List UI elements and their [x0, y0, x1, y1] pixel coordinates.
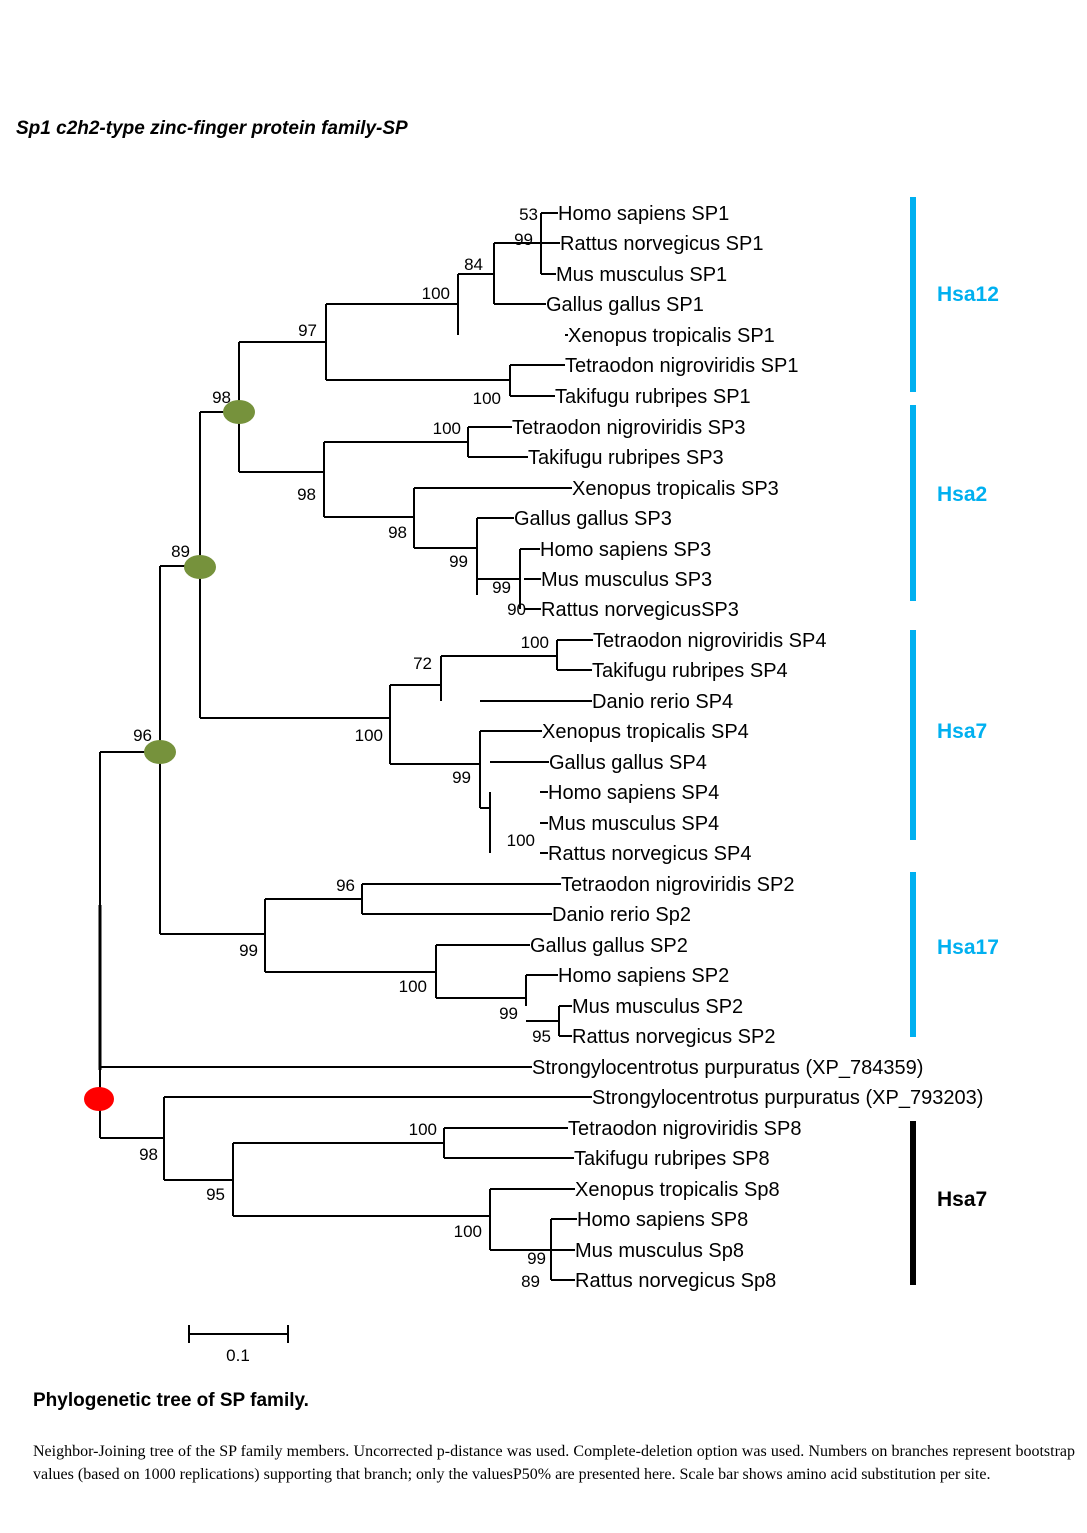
leaf-label: Mus musculus SP1 — [556, 264, 727, 286]
leaf-label: Strongylocentrotus purpuratus (XP_784359… — [532, 1057, 923, 1079]
caption-title: Phylogenetic tree of SP family. — [33, 1390, 309, 1411]
leaf-label: Gallus gallus SP3 — [514, 508, 672, 530]
bootstrap-value: 100 — [409, 1120, 437, 1139]
tree-branches — [98, 212, 593, 1281]
leaf-label: Homo sapiens SP4 — [548, 782, 719, 804]
leaf-label: Homo sapiens SP2 — [558, 965, 729, 987]
bootstrap-value: 89 — [521, 1272, 540, 1291]
group-label: Hsa2 — [937, 483, 987, 506]
leaf-label: Mus musculus Sp8 — [575, 1240, 744, 1262]
bootstrap-value: 98 — [139, 1145, 158, 1164]
leaf-labels: Homo sapiens SP1 Rattus norvegicus SP1 Mus… — [512, 203, 983, 1292]
leaf-label: Gallus gallus SP2 — [530, 935, 688, 957]
root-node-marker — [84, 1087, 114, 1111]
leaf-label: Mus musculus SP4 — [548, 813, 719, 835]
leaf-label: Gallus gallus SP1 — [546, 294, 704, 316]
bootstrap-value: 98 — [388, 523, 407, 542]
bootstrap-value: 90 — [507, 600, 526, 619]
bootstrap-value: 100 — [521, 633, 549, 652]
bootstrap-labels: 53 99 84 100 97 100 98 100 98 98 99 99 90 89 100 72 100 9… — [133, 205, 551, 1291]
leaf-label: Strongylocentrotus purpuratus (XP_793203… — [592, 1087, 983, 1109]
leaf-label: Homo sapiens SP3 — [540, 539, 711, 561]
phylogenetic-tree: Homo sapiens SP1 Rattus norvegicus SP1 Mus… — [84, 197, 999, 1365]
bootstrap-value: 96 — [133, 726, 152, 745]
bootstrap-value: 99 — [527, 1249, 546, 1268]
leaf-label: Tetraodon nigroviridis SP2 — [561, 874, 794, 896]
duplication-node-marker — [144, 740, 176, 764]
leaf-label: Rattus norvegicus SP4 — [548, 843, 751, 865]
leaf-label: Xenopus tropicalis SP3 — [572, 478, 779, 500]
bootstrap-value: 53 — [519, 205, 538, 224]
bootstrap-value: 96 — [336, 876, 355, 895]
leaf-label: Takifugu rubripes SP1 — [555, 386, 751, 408]
bootstrap-value: 72 — [413, 654, 432, 673]
leaf-label: Rattus norvegicus SP1 — [560, 233, 763, 255]
bootstrap-value: 89 — [171, 542, 190, 561]
caption-text: Neighbor-Joining tree of the SP family m… — [33, 1443, 1075, 1483]
bootstrap-value: 99 — [239, 941, 258, 960]
leaf-label: Takifugu rubripes SP8 — [574, 1148, 770, 1170]
group-label: Hsa7 — [937, 1188, 987, 1211]
group-label: Hsa17 — [937, 936, 999, 959]
bootstrap-value: 97 — [298, 321, 317, 340]
leaf-label: Rattus norvegicusSP3 — [541, 599, 739, 621]
bootstrap-value: 99 — [452, 768, 471, 787]
bootstrap-value: 99 — [449, 552, 468, 571]
node-markers — [84, 400, 255, 1111]
leaf-label: Rattus norvegicus Sp8 — [575, 1270, 776, 1292]
scale-bar: 0.1 — [188, 1325, 289, 1365]
chromosome-groups: Hsa12 Hsa2 Hsa7 Hsa17 Hsa7 — [910, 197, 999, 1285]
figure-title: Sp1 c2h2-type zinc-finger protein family… — [16, 118, 408, 139]
leaf-label: Tetraodon nigroviridis SP8 — [568, 1118, 801, 1140]
leaf-label: Xenopus tropicalis SP1 — [568, 325, 775, 347]
leaf-label: Mus musculus SP2 — [572, 996, 743, 1018]
leaf-label: Mus musculus SP3 — [541, 569, 712, 591]
bootstrap-value: 100 — [355, 726, 383, 745]
bootstrap-value: 100 — [473, 389, 501, 408]
group-label: Hsa12 — [937, 283, 999, 306]
leaf-label: Rattus norvegicus SP2 — [572, 1026, 775, 1048]
bootstrap-value: 100 — [507, 831, 535, 850]
leaf-label: Takifugu rubripes SP4 — [592, 660, 788, 682]
bootstrap-value: 100 — [454, 1222, 482, 1241]
leaf-label: Homo sapiens SP1 — [558, 203, 729, 225]
leaf-label: Homo sapiens SP8 — [577, 1209, 748, 1231]
leaf-label: Tetraodon nigroviridis SP4 — [593, 630, 826, 652]
bootstrap-value: 98 — [297, 485, 316, 504]
leaf-label: Xenopus tropicalis Sp8 — [575, 1179, 780, 1201]
scale-bar-label: 0.1 — [226, 1346, 250, 1365]
leaf-label: Danio rerio Sp2 — [552, 904, 691, 926]
leaf-label: Tetraodon nigroviridis SP1 — [565, 355, 798, 377]
bootstrap-value: 95 — [206, 1185, 225, 1204]
leaf-label: Gallus gallus SP4 — [549, 752, 707, 774]
duplication-node-marker — [184, 555, 216, 579]
leaf-label: Tetraodon nigroviridis SP3 — [512, 417, 745, 439]
group-label: Hsa7 — [937, 720, 987, 743]
leaf-label: Danio rerio SP4 — [592, 691, 733, 713]
bootstrap-value: 100 — [422, 284, 450, 303]
bootstrap-value: 100 — [399, 977, 427, 996]
leaf-label: Xenopus tropicalis SP4 — [542, 721, 749, 743]
bootstrap-value: 98 — [212, 388, 231, 407]
bootstrap-value: 99 — [492, 578, 511, 597]
bootstrap-value: 84 — [464, 255, 483, 274]
leaf-label: Takifugu rubripes SP3 — [528, 447, 724, 469]
bootstrap-value: 99 — [499, 1004, 518, 1023]
bootstrap-value: 99 — [514, 230, 533, 249]
duplication-node-marker — [223, 400, 255, 424]
bootstrap-value: 100 — [433, 419, 461, 438]
bootstrap-value: 95 — [532, 1027, 551, 1046]
